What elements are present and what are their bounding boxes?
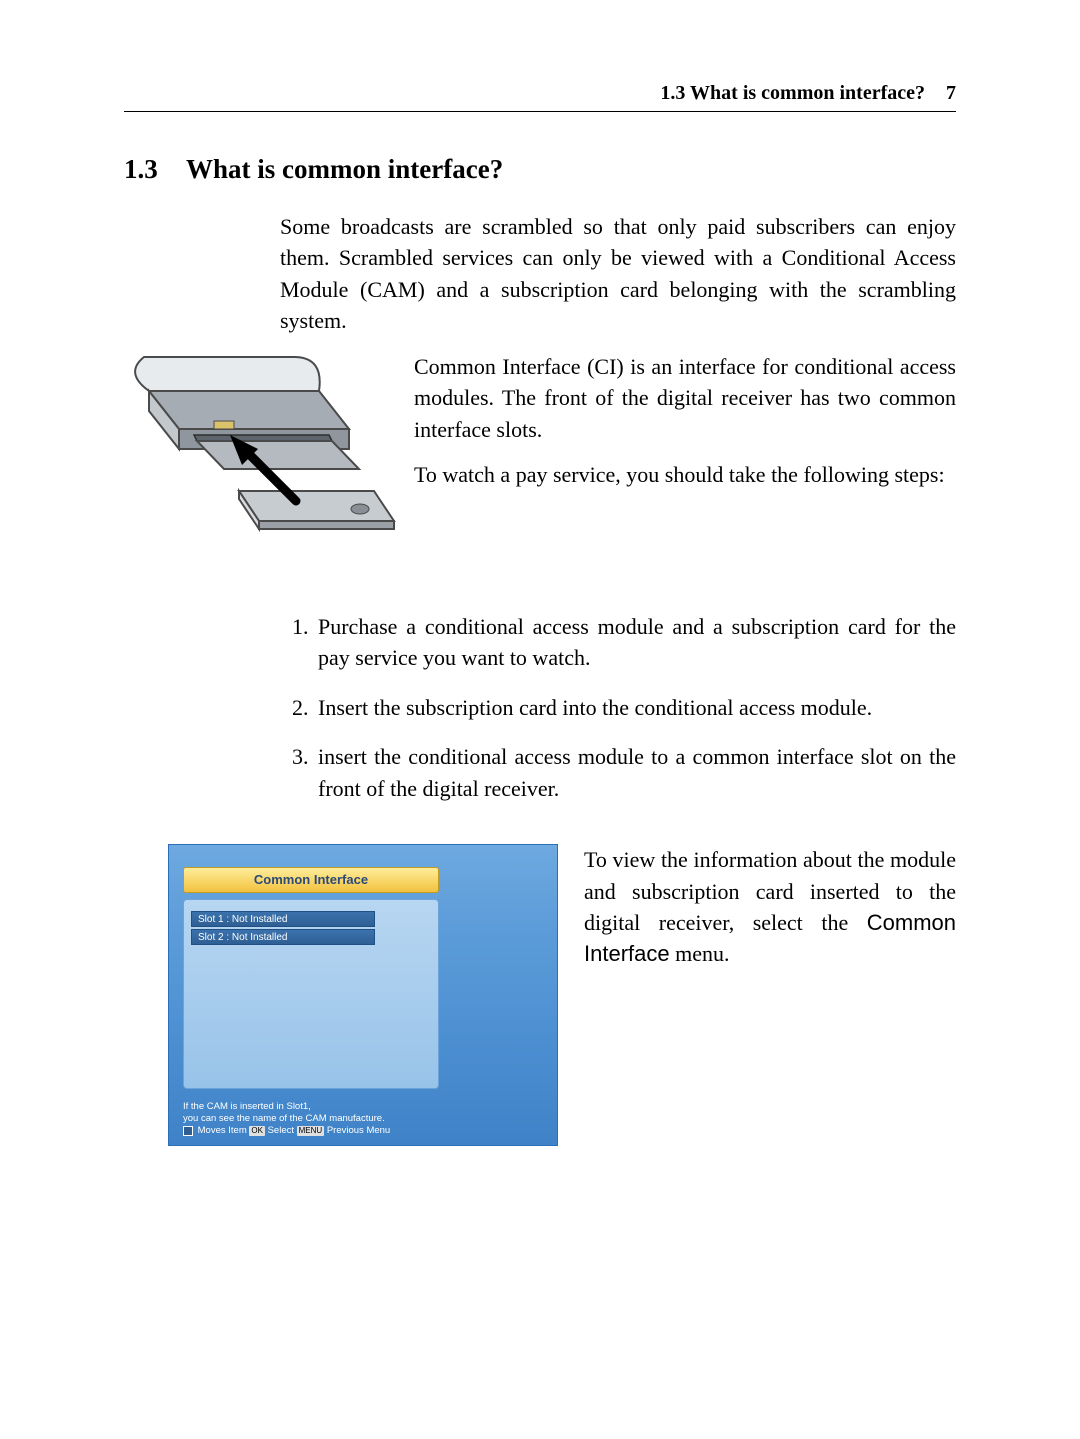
steps-list: Purchase a conditional access module and… xyxy=(314,611,956,804)
nav-prev: Previous Menu xyxy=(327,1125,390,1136)
screenshot-hint-2: you can see the name of the CAM manufact… xyxy=(183,1113,545,1125)
caption-suffix: menu. xyxy=(670,941,730,966)
section-number: 1.3 xyxy=(124,154,158,185)
nav-moves: Moves Item xyxy=(198,1125,247,1136)
step-3: insert the conditional access module to … xyxy=(314,741,956,804)
screenshot-title: Common Interface xyxy=(183,867,439,893)
section-heading: 1.3 What is common interface? xyxy=(124,154,956,185)
arrow-icon xyxy=(183,1126,193,1136)
common-interface-screenshot: Common Interface Slot 1 : Not Installed … xyxy=(168,844,558,1146)
ci-slot-illustration xyxy=(124,351,396,571)
step-2: Insert the subscription card into the co… xyxy=(314,692,956,723)
intro-paragraph: Some broadcasts are scrambled so that on… xyxy=(280,211,956,337)
screenshot-nav: Moves Item OK Select MENU Previous Menu xyxy=(183,1125,545,1137)
ok-badge: OK xyxy=(249,1126,265,1136)
screenshot-panel xyxy=(183,899,439,1089)
running-title: 1.3 What is common interface? xyxy=(660,82,925,104)
screenshot-slot-1: Slot 1 : Not Installed xyxy=(191,911,375,927)
page-number: 7 xyxy=(946,82,956,104)
step-1: Purchase a conditional access module and… xyxy=(314,611,956,674)
receiver-diagram-svg xyxy=(124,351,396,571)
ci-description-p1: Common Interface (CI) is an interface fo… xyxy=(414,351,956,445)
running-header: 1.3 What is common interface? 7 xyxy=(124,82,956,112)
screenshot-hint-1: If the CAM is inserted in Slot1, xyxy=(183,1101,545,1113)
screenshot-footer: If the CAM is inserted in Slot1, you can… xyxy=(183,1101,545,1137)
screenshot-caption: To view the information about the module… xyxy=(584,844,956,970)
ci-description-p2: To watch a pay service, you should take … xyxy=(414,459,956,490)
menu-badge: MENU xyxy=(297,1126,325,1136)
section-title-text: What is common interface? xyxy=(186,154,503,184)
nav-select: Select xyxy=(268,1125,294,1136)
screenshot-slot-2: Slot 2 : Not Installed xyxy=(191,929,375,945)
